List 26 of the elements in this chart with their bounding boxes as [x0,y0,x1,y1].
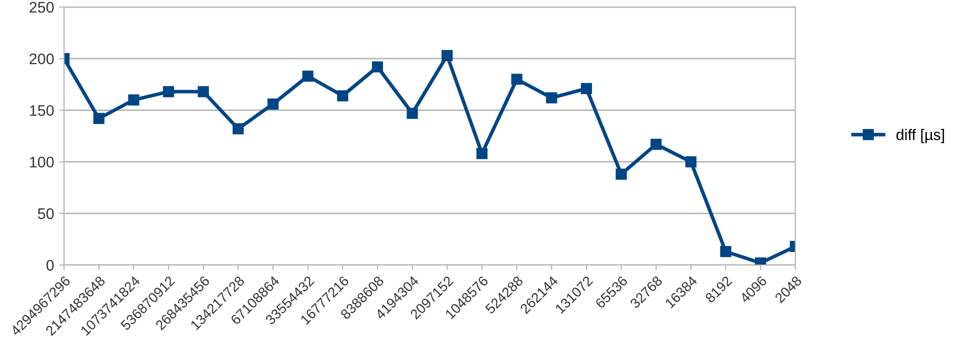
y-tick-label: 200 [30,53,54,64]
point [511,74,522,85]
point [337,90,348,102]
point [267,98,279,110]
y-tick-label: 50 [38,208,54,220]
point [372,61,384,72]
point [650,138,662,150]
point [232,123,244,134]
legend-label: diff [µs] [896,128,944,144]
y-tick-label: 0 [46,260,54,271]
point [580,82,592,94]
point [162,86,174,98]
point [198,86,209,98]
y-tick-label: 150 [30,105,54,116]
point [546,92,558,104]
point [442,50,453,62]
point [616,168,627,180]
point [302,70,314,82]
point [93,112,104,124]
point [685,156,696,168]
point [476,148,488,160]
y-tick-label: 100 [30,156,54,168]
point [128,94,140,106]
y-tick-label: 250 [30,2,54,13]
point [406,108,418,119]
point [720,246,732,258]
